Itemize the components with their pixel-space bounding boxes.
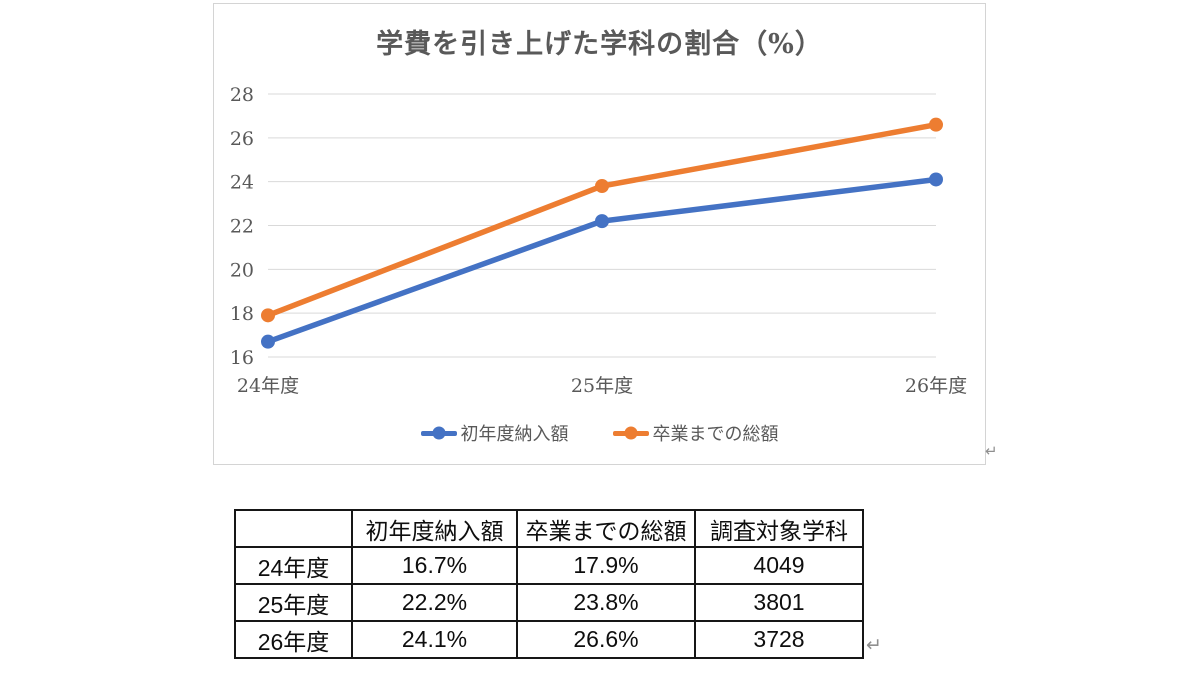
table-row: 25年度 22.2% 23.8% 3801 xyxy=(234,583,864,622)
legend-line-marker-icon xyxy=(420,426,457,440)
table-cell: 23.8% xyxy=(516,583,696,622)
y-axis-tick-label: 24 xyxy=(230,172,254,194)
table-header-cell: 調査対象学科 xyxy=(694,509,864,548)
table-cell: 17.9% xyxy=(516,546,696,585)
legend-dot-icon xyxy=(432,426,445,440)
chart-legend: 初年度納入額 卒業までの総額 xyxy=(214,420,985,446)
line-chart: 16 18 20 22 24 26 28 24年度 25年度 26年度 xyxy=(230,84,967,397)
x-axis-tick-label: 26年度 xyxy=(905,375,967,397)
data-point-marker xyxy=(929,172,943,187)
legend-line-marker-icon xyxy=(612,426,649,440)
data-point-marker xyxy=(261,334,275,349)
table-cell: 4049 xyxy=(694,546,864,585)
table-return-mark: ↵ xyxy=(866,634,882,656)
legend-dot-icon xyxy=(624,426,637,440)
table-cell: 16.7% xyxy=(351,546,518,585)
chart-return-mark: ↵ xyxy=(985,442,998,460)
table-header-row: 初年度納入額 卒業までの総額 調査対象学科 xyxy=(234,509,864,548)
table-row: 24年度 16.7% 17.9% 4049 xyxy=(234,546,864,585)
y-axis-tick-label: 18 xyxy=(230,303,254,325)
data-table-wrap: 初年度納入額 卒業までの総額 調査対象学科 24年度 16.7% 17.9% 4049 25年… xyxy=(234,509,864,659)
data-point-marker xyxy=(595,214,609,229)
legend-item: 卒業までの総額 xyxy=(612,420,779,446)
y-axis-tick-label: 20 xyxy=(230,259,254,281)
data-point-marker xyxy=(261,308,275,323)
table-cell: 3728 xyxy=(694,620,864,659)
table-header-cell: 初年度納入額 xyxy=(351,509,518,548)
series-line xyxy=(265,176,939,345)
y-axis-tick-label: 22 xyxy=(230,216,254,238)
table-cell: 24.1% xyxy=(351,620,518,659)
data-point-marker xyxy=(595,179,609,194)
table-row: 26年度 24.1% 26.6% 3728 xyxy=(234,620,864,659)
table-cell: 22.2% xyxy=(351,583,518,622)
table-header-cell: 卒業までの総額 xyxy=(516,509,696,548)
table-cell: 26.6% xyxy=(516,620,696,659)
table-cell: 26年度 xyxy=(234,620,353,659)
table-cell: 25年度 xyxy=(234,583,353,622)
data-table-body: 初年度納入額 卒業までの総額 調査対象学科 24年度 16.7% 17.9% 4049 25年… xyxy=(234,509,864,659)
table-header-cell xyxy=(234,509,353,548)
y-axis-tick-label: 16 xyxy=(230,347,254,369)
legend-item: 初年度納入額 xyxy=(420,420,569,446)
data-table: 初年度納入額 卒業までの総額 調査対象学科 24年度 16.7% 17.9% 4049 25年… xyxy=(234,509,864,659)
legend-label: 初年度納入額 xyxy=(460,424,569,445)
table-cell: 3801 xyxy=(694,583,864,622)
data-point-marker xyxy=(929,117,943,132)
y-axis-tick-label: 28 xyxy=(230,84,254,106)
chart-container: 学費を引き上げた学科の割合（%） 16 18 20 22 24 26 28 24年度 25年度 2… xyxy=(213,3,986,465)
legend-label: 卒業までの総額 xyxy=(652,424,779,445)
y-axis-tick-label: 26 xyxy=(230,128,254,150)
chart-title: 学費を引き上げた学科の割合（%） xyxy=(376,29,823,60)
x-axis-tick-label: 25年度 xyxy=(571,375,633,397)
table-cell: 24年度 xyxy=(234,546,353,585)
x-axis-tick-label: 24年度 xyxy=(237,375,299,397)
